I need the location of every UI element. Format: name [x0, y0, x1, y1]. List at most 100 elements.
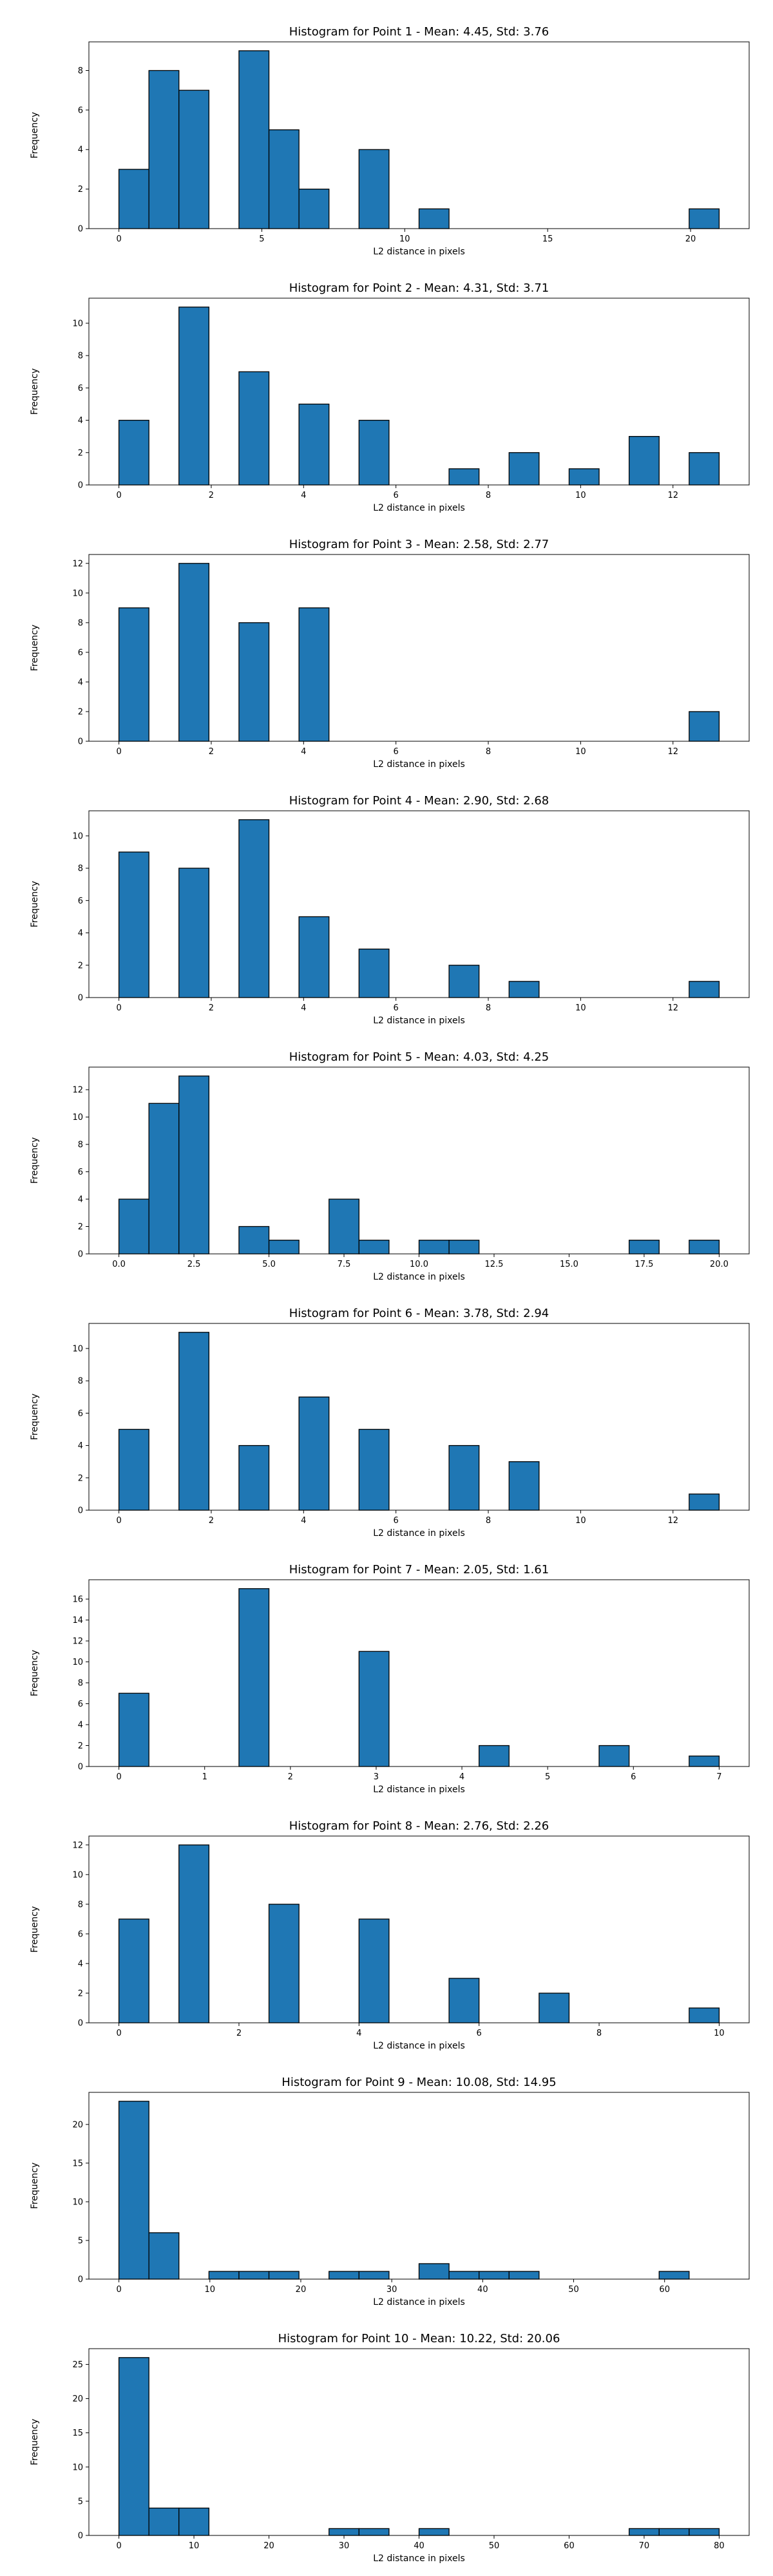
chart-2-ytick-label-2: 4 — [78, 416, 83, 426]
chart-4-xtick-label-2: 4 — [301, 1003, 306, 1013]
chart-2-xlabel: L2 distance in pixels — [373, 503, 465, 513]
chart-9-xlabel: L2 distance in pixels — [373, 2297, 465, 2307]
chart-4-title: Histogram for Point 4 - Mean: 2.90, Std:… — [289, 794, 549, 808]
chart-4-xtick-label-4: 8 — [486, 1003, 491, 1013]
chart-10-ytick-label-0: 0 — [78, 2532, 83, 2541]
chart-7-ytick-label-8: 16 — [72, 1595, 83, 1605]
chart-8-title: Histogram for Point 8 - Mean: 2.76, Std:… — [289, 1819, 549, 1833]
chart-7-ytick-label-4: 8 — [78, 1679, 83, 1689]
chart-5-xlabel: L2 distance in pixels — [373, 1272, 465, 1282]
chart-2-bar-2 — [238, 371, 270, 486]
chart-1-bar-5 — [298, 188, 330, 229]
chart-8-xlabel: L2 distance in pixels — [373, 2041, 465, 2051]
chart-5-bar-0 — [118, 1198, 149, 1255]
chart-2-xtick-label-2: 4 — [301, 491, 306, 500]
chart-3-plot-frame — [88, 554, 750, 742]
chart-3-xtick-label-3: 6 — [394, 747, 399, 757]
chart-5-xtick-label-5: 12.5 — [485, 1260, 504, 1269]
chart-7-bar-3 — [479, 1745, 510, 1767]
chart-6-bar-7 — [689, 1493, 720, 1511]
chart-7-plot-frame — [88, 1579, 750, 1767]
chart-9-bar-9 — [479, 2271, 510, 2280]
chart-4-xtick-label-0: 0 — [116, 1003, 121, 1013]
chart-7-xtick-label-4: 4 — [459, 1772, 464, 1782]
chart-8-xtick-label-0: 0 — [116, 2029, 121, 2038]
chart-4-ylabel: Frequency — [30, 881, 40, 927]
chart-7-xtick-label-1: 1 — [202, 1772, 207, 1782]
chart-4-ytick-label-5: 10 — [72, 831, 83, 841]
chart-9-bar-4 — [268, 2271, 300, 2280]
chart-1-bar-4 — [268, 129, 300, 229]
chart-9-bar-3 — [238, 2271, 270, 2280]
chart-2-ytick-label-3: 6 — [78, 384, 83, 393]
chart-7-ytick-label-7: 14 — [72, 1616, 83, 1625]
chart-9-bar-0 — [118, 2101, 149, 2280]
chart-2-bar-9 — [689, 452, 720, 486]
chart-2-bar-0 — [118, 419, 149, 486]
chart-2-bar-5 — [448, 468, 480, 486]
chart-10-bar-3 — [329, 2528, 359, 2536]
chart-10-bar-4 — [358, 2528, 390, 2536]
chart-7-title: Histogram for Point 7 - Mean: 2.05, Std:… — [289, 1563, 549, 1577]
chart-1-xtick-label-2: 10 — [399, 234, 410, 244]
chart-9-plot-frame — [88, 2092, 750, 2280]
chart-6-bar-1 — [178, 1332, 210, 1511]
chart-8-ytick-label-0: 0 — [78, 2019, 83, 2029]
chart-3-ytick-label-2: 4 — [78, 677, 83, 687]
chart-3-bar-4 — [689, 711, 720, 742]
chart-6-bar-6 — [508, 1461, 540, 1511]
chart-9-bar-11 — [658, 2271, 690, 2280]
chart-6-ytick-label-3: 6 — [78, 1409, 83, 1419]
chart-10-bar-2 — [178, 2507, 210, 2536]
chart-4-ytick-label-0: 0 — [78, 994, 83, 1003]
chart-9-bar-1 — [148, 2232, 180, 2280]
chart-8-xtick-label-2: 4 — [356, 2029, 361, 2038]
chart-9-bar-5 — [329, 2271, 359, 2280]
chart-10-xtick-label-7: 70 — [639, 2541, 650, 2551]
chart-1-ytick-label-3: 6 — [78, 106, 83, 115]
chart-5-bar-1 — [148, 1103, 180, 1255]
chart-8-ylabel: Frequency — [30, 1906, 40, 1953]
chart-10-bar-5 — [418, 2528, 450, 2536]
chart-7-xtick-label-3: 3 — [374, 1772, 379, 1782]
chart-8-bar-2 — [268, 1904, 300, 2023]
chart-8-xtick-label-3: 6 — [477, 2029, 482, 2038]
chart-6-ytick-label-4: 8 — [78, 1377, 83, 1387]
chart-4-plot-frame — [88, 810, 750, 998]
chart-2-bar-7 — [568, 468, 600, 486]
chart-6-xtick-label-3: 6 — [394, 1516, 399, 1526]
chart-10-xtick-label-3: 30 — [339, 2541, 350, 2551]
chart-5-xtick-label-8: 20.0 — [710, 1260, 729, 1269]
chart-8-ytick-label-2: 4 — [78, 1959, 83, 1969]
chart-2-xtick-label-3: 6 — [394, 491, 399, 500]
chart-2-xtick-label-4: 8 — [486, 491, 491, 500]
chart-4-bar-7 — [689, 981, 720, 998]
chart-6-bar-5 — [448, 1444, 480, 1511]
chart-6-title: Histogram for Point 6 - Mean: 3.78, Std:… — [289, 1307, 549, 1320]
chart-1-xtick-label-0: 0 — [116, 234, 121, 244]
chart-1-bar-8 — [689, 208, 720, 229]
chart-1-ytick-label-4: 8 — [78, 66, 83, 76]
chart-5-bar-7 — [418, 1240, 450, 1255]
chart-1-bar-6 — [358, 149, 390, 229]
chart-2-bar-1 — [178, 307, 210, 486]
chart-5-xtick-label-3: 7.5 — [338, 1260, 351, 1269]
chart-3-xtick-label-6: 12 — [667, 747, 678, 757]
chart-3-bar-2 — [238, 622, 270, 742]
chart-5-title: Histogram for Point 5 - Mean: 4.03, Std:… — [289, 1050, 549, 1064]
chart-5-ytick-label-2: 4 — [78, 1195, 83, 1205]
chart-8-ytick-label-5: 10 — [72, 1870, 83, 1880]
chart-3-ytick-label-3: 6 — [78, 648, 83, 658]
chart-1-title: Histogram for Point 1 - Mean: 4.45, Std:… — [289, 25, 549, 39]
chart-2-ytick-label-1: 2 — [78, 448, 83, 458]
chart-3-title: Histogram for Point 3 - Mean: 2.58, Std:… — [289, 538, 549, 551]
chart-2-xtick-label-5: 10 — [575, 491, 586, 500]
chart-8-bar-3 — [358, 1918, 390, 2023]
chart-10-xtick-label-2: 20 — [263, 2541, 274, 2551]
chart-9-ytick-label-2: 10 — [72, 2197, 83, 2207]
chart-5-xtick-label-1: 2.5 — [187, 1260, 201, 1269]
chart-9-ytick-label-0: 0 — [78, 2275, 83, 2285]
chart-7-ytick-label-2: 4 — [78, 1721, 83, 1730]
chart-7-xtick-label-0: 0 — [116, 1772, 121, 1782]
